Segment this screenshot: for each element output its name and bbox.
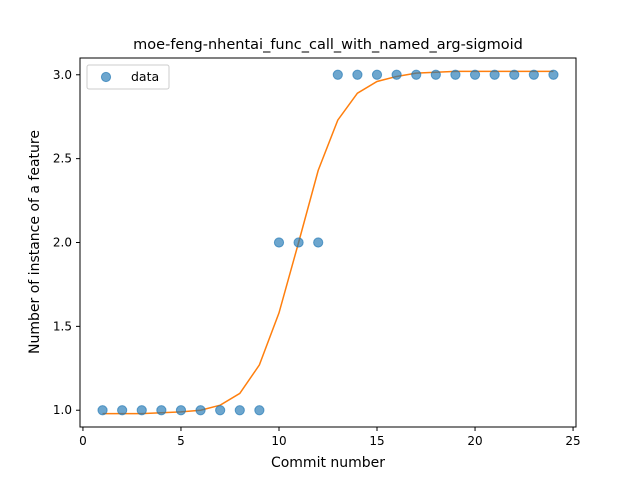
plot-frame [79,57,577,428]
x-tick-label: 15 [369,434,384,448]
x-tick-label: 20 [467,434,482,448]
data-point [215,405,226,416]
data-point [509,69,520,80]
data-point [489,69,500,80]
data-point [313,237,324,248]
data-point [175,405,187,416]
x-axis-label: Commit number [271,455,385,471]
data-point [254,405,265,416]
x-axis: 0 5 10 15 20 25 [79,427,581,448]
data-point [469,69,481,80]
x-tick-label: 5 [177,434,185,448]
data-point [156,405,167,416]
x-tick-label: 25 [565,434,580,448]
data-point [391,69,402,80]
data-point [548,69,559,80]
y-tick-label: 3.0 [53,68,72,82]
y-tick-label: 1.5 [53,319,72,333]
data-point [234,405,245,416]
data-point [136,405,147,416]
data-point [411,69,422,80]
data-point [430,69,441,80]
y-tick-label: 2.5 [53,152,72,166]
chart-title: moe-feng-nhentai_func_call_with_named_ar… [133,37,523,53]
legend-marker-data [100,71,112,83]
y-axis: 1.0 1.5 2.0 2.5 3.0 [53,68,80,417]
legend-box [86,64,170,90]
y-tick-label: 1.0 [53,403,72,417]
data-points [97,69,559,416]
data-point [450,69,461,80]
x-tick-label: 0 [79,434,87,448]
data-point [117,405,128,416]
data-point [273,237,285,248]
data-point [97,405,108,416]
data-point [352,69,363,80]
plot-area [79,57,577,428]
y-axis-label: Number of instance of a feature [27,130,43,354]
legend: data [86,64,170,90]
data-point [332,69,343,80]
data-point [371,69,383,80]
x-tick-label: 10 [271,434,286,448]
legend-label-data: data [131,69,159,84]
data-point [195,405,206,416]
data-point [528,69,539,80]
y-tick-label: 2.0 [53,236,72,250]
data-point [293,237,304,248]
